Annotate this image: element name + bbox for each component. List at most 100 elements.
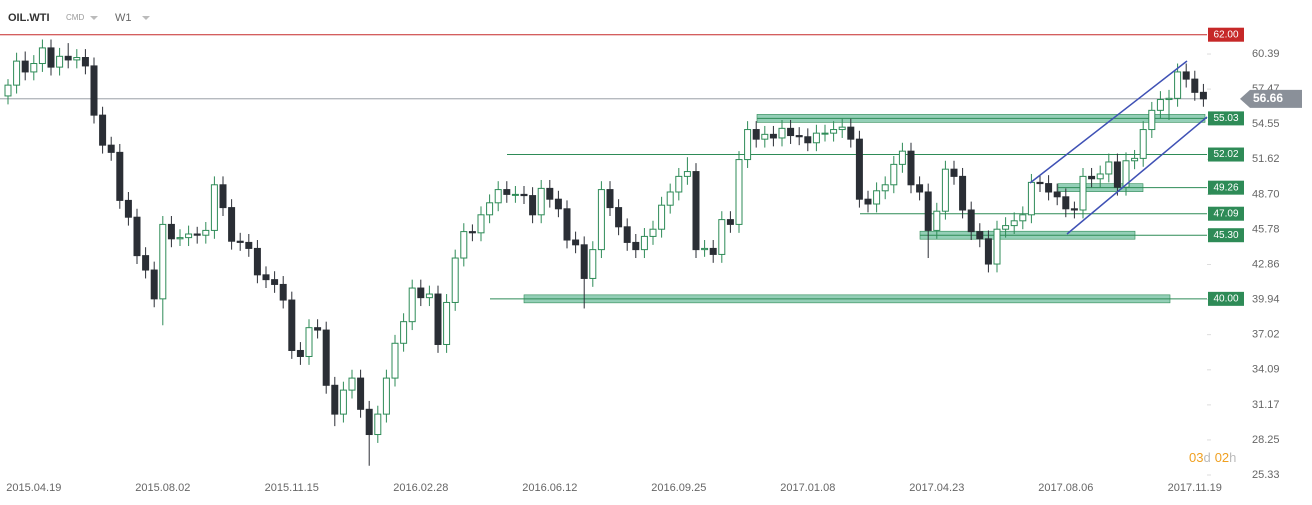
candle [1191,70,1199,101]
candle [4,79,12,105]
candle [898,142,906,173]
candle-body [339,389,347,415]
candle [666,183,674,214]
candle-body [1053,191,1061,198]
candle [245,234,253,257]
level-label: 52.02 [1213,149,1238,160]
x-tick-label: 2015.08.02 [135,482,190,494]
candle [408,279,416,331]
candle [597,181,605,259]
countdown-unit: d [1203,450,1210,465]
candle-body [580,244,588,279]
level-tag [1208,206,1244,221]
candle-body [305,327,313,357]
candle-body [701,247,709,251]
candle [1070,201,1078,219]
market[interactable]: CMD [66,13,84,22]
candle [744,121,752,168]
candle [1131,149,1139,170]
symbol[interactable]: OIL.WTI [8,12,50,24]
countdown-days: 03 [1189,450,1203,465]
candle-body [1062,196,1070,210]
candle [658,196,666,238]
candle-body [1088,175,1096,180]
candle-body [365,408,373,436]
x-tick-label: 2017.08.06 [1038,482,1093,494]
candle [193,226,201,244]
candle-body [769,133,777,139]
candle [1096,165,1104,188]
countdown: 03d 02h [1189,450,1236,465]
candle [236,232,244,251]
x-tick-label: 2015.04.19 [6,482,61,494]
candle-body [787,127,795,137]
candle [305,319,313,365]
candle-body [434,293,442,345]
candle [606,181,614,217]
candle [546,179,554,208]
candle-body [236,240,244,243]
candle [847,118,855,148]
candle-body [202,229,210,236]
candle [451,249,459,311]
last-price-label: 56.66 [1253,91,1283,105]
candle-body [30,63,38,73]
candle-body [56,55,64,68]
candle [572,231,580,254]
candle-body [460,231,468,259]
candle [288,291,296,359]
level-label: 49.26 [1213,182,1238,193]
candle [718,211,726,263]
candle [873,182,881,213]
candle-body [761,133,769,140]
candle [314,319,322,339]
candle [339,381,347,423]
candle [1088,167,1096,188]
candle [959,167,967,219]
candle [167,216,175,248]
x-tick-label: 2016.06.12 [522,482,577,494]
candle-body [1191,78,1199,93]
candle [855,130,863,208]
candle-body [812,132,820,144]
candle-body [81,57,89,67]
dropdown-caret[interactable] [90,16,98,20]
candle-body [1199,91,1207,100]
candle [916,176,924,201]
candle [589,241,597,287]
candle-body [107,144,115,153]
timeframe[interactable]: W1 [115,12,132,24]
candle [107,136,115,161]
candle-body [606,189,614,209]
candle [649,220,657,245]
candle-body [13,60,21,86]
x-tick-label: 2017.04.23 [909,482,964,494]
level-tag [1208,180,1244,195]
candle-body [804,136,812,144]
candle-body [443,301,451,345]
candle-body [640,235,648,251]
candle [262,266,270,289]
dropdown-caret[interactable] [142,16,150,20]
countdown-unit: h [1229,450,1236,465]
candle [563,200,571,249]
candle-body [486,202,494,216]
candle-body [692,171,700,251]
candle-body [1027,181,1035,216]
candle [38,39,46,72]
candle-body [898,150,906,165]
candle-body [494,189,502,204]
candle-body [228,207,236,242]
candle [1174,63,1182,107]
candle-body [881,184,889,192]
candle-body [408,287,416,323]
x-tick-label: 2016.09.25 [651,482,706,494]
candle [1165,89,1173,120]
candle [133,208,141,265]
candle [1045,175,1053,201]
candle-body [821,132,829,135]
candle-body [288,299,296,351]
candle [1182,63,1190,88]
candle [47,39,55,76]
